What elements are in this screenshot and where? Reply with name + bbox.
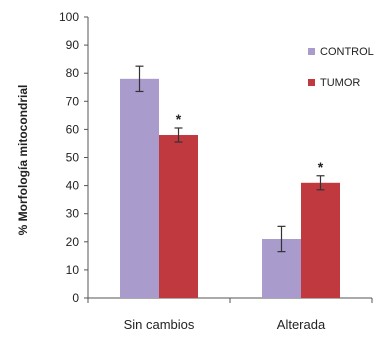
y-tick-label: 90: [66, 38, 80, 52]
y-tick-label: 50: [66, 151, 80, 165]
error-bars: [135, 65, 325, 253]
significance-marker: *: [176, 111, 182, 127]
y-tick-label: 30: [66, 207, 80, 221]
bar: [159, 135, 198, 298]
legend-label: TUMOR: [320, 77, 360, 89]
x-category-label: Alterada: [277, 317, 326, 332]
y-tick-label: 20: [66, 235, 80, 249]
y-axis-label: % Morfología mitocondrial: [16, 85, 30, 236]
y-tick-label: 40: [66, 179, 80, 193]
legend: CONTROL TUMOR: [308, 46, 374, 89]
y-tick-label: 0: [72, 291, 79, 305]
bars: [120, 78, 340, 298]
x-category-label: Sin cambios: [124, 317, 195, 332]
annotations: **: [176, 111, 324, 175]
legend-swatch: [308, 48, 315, 55]
y-tick-label: 10: [66, 263, 80, 277]
bar: [301, 182, 340, 298]
legend-swatch: [308, 79, 315, 86]
y-axis: 0 10 20 30 40 50 60 70 80 90 100: [59, 10, 89, 305]
y-tick-label: 80: [66, 66, 80, 80]
y-tick-label: 70: [66, 94, 80, 108]
bar: [120, 78, 159, 298]
y-tick-label: 100: [59, 10, 79, 24]
y-tick-label: 60: [66, 122, 80, 136]
significance-marker: *: [318, 159, 324, 175]
legend-label: CONTROL: [320, 46, 374, 58]
x-axis: Sin cambios Alterada: [87, 297, 373, 332]
